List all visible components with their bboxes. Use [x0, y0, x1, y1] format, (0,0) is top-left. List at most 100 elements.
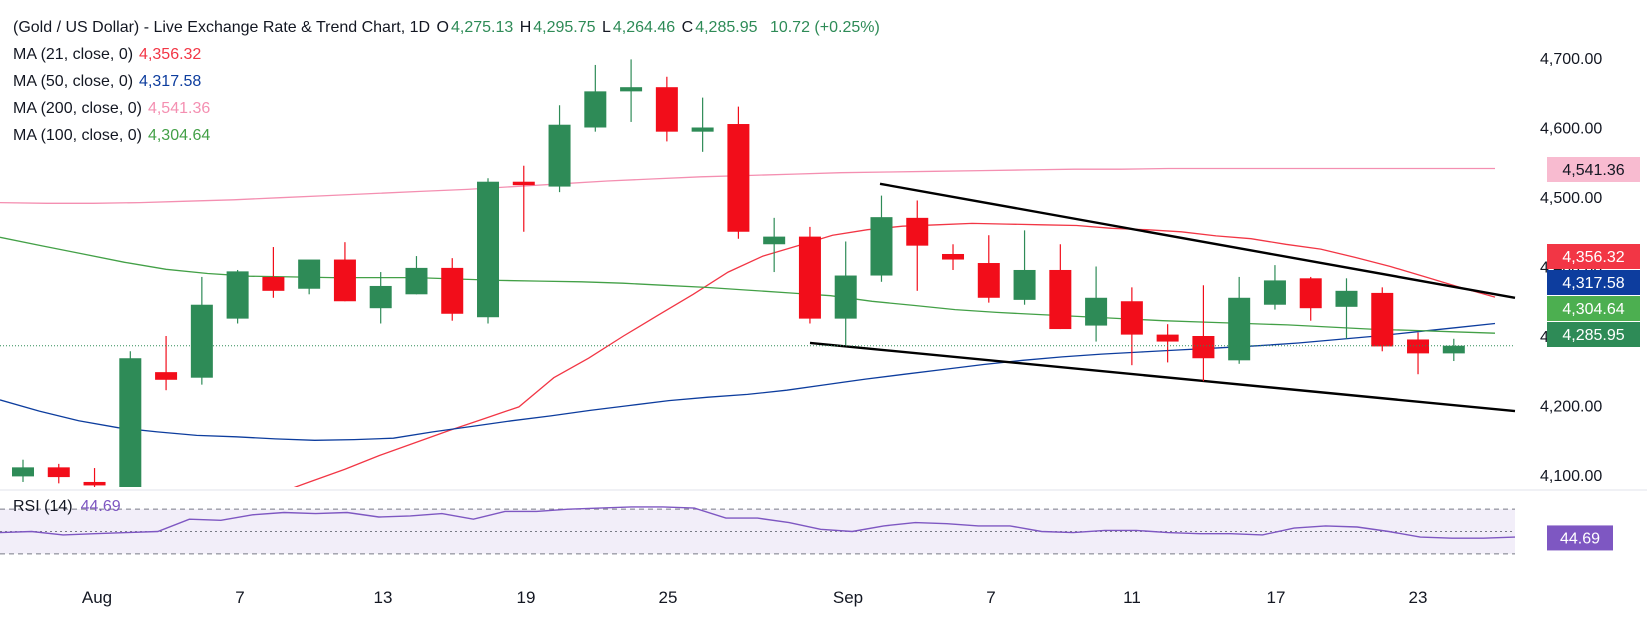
- high-value: 4,295.75: [533, 19, 596, 36]
- candle-body: [1299, 278, 1322, 309]
- x-tick-label: Aug: [82, 588, 112, 607]
- candlesticks: [0, 59, 1515, 487]
- candle-body: [1335, 290, 1358, 307]
- candle: [584, 64, 607, 132]
- price-badges: 4,541.36 4,356.32 4,317.58 4,304.64 4,285.95…: [1547, 157, 1640, 551]
- candle-body: [977, 263, 1000, 298]
- rsi-legend[interactable]: RSI (14) 44.69: [13, 498, 121, 516]
- candle-body: [1442, 345, 1465, 354]
- candle: [298, 259, 321, 295]
- candle: [405, 256, 428, 295]
- rsi-band: [0, 509, 1515, 554]
- close-label: C: [681, 19, 694, 36]
- y-tick-label: 4,700.00: [1540, 51, 1602, 68]
- legend-ma50[interactable]: MA (50, close, 0) 4,317.58: [13, 68, 882, 95]
- close-price-badge: [1547, 322, 1640, 347]
- candle-body: [441, 267, 464, 314]
- candle: [12, 459, 34, 482]
- candle: [1299, 276, 1322, 321]
- candle-body: [1013, 269, 1036, 300]
- upper-trendline: [879, 182, 1516, 299]
- close-value: 4,285.95: [695, 19, 758, 36]
- legend-ma21[interactable]: MA (21, close, 0) 4,356.32: [13, 41, 882, 68]
- x-tick-label: 19: [517, 588, 536, 607]
- candle-body: [1156, 334, 1179, 342]
- candle: [655, 76, 678, 142]
- legend-ma200[interactable]: MA (200, close, 0) 4,541.36: [13, 95, 882, 122]
- candle-body: [477, 181, 500, 318]
- candle-body: [655, 87, 678, 132]
- candle-body: [870, 217, 893, 276]
- candle: [1049, 244, 1072, 330]
- x-tick-label: 25: [659, 588, 678, 607]
- candle-body: [1263, 280, 1286, 305]
- candle-body: [1371, 292, 1394, 347]
- x-tick-label: Sep: [833, 588, 863, 607]
- legend-ma100[interactable]: MA (100, close, 0) 4,304.64: [13, 122, 882, 149]
- candle: [441, 258, 464, 321]
- candle-body: [620, 87, 643, 92]
- candle: [548, 105, 571, 193]
- candle: [1371, 287, 1394, 352]
- chart-title: (Gold / US Dollar) - Live Exchange Rate …: [13, 19, 431, 36]
- candle-body: [83, 481, 106, 486]
- candle: [226, 269, 249, 324]
- x-tick-label: 13: [374, 588, 393, 607]
- candle: [262, 247, 285, 298]
- candle: [942, 244, 965, 270]
- candle: [834, 241, 857, 346]
- candle: [1120, 287, 1143, 366]
- candle: [333, 242, 356, 302]
- candle: [1156, 324, 1179, 363]
- candle: [620, 59, 643, 122]
- candle-body: [942, 253, 965, 260]
- candle-body: [369, 285, 392, 309]
- candle-body: [1120, 301, 1143, 335]
- rsi-label: RSI (14): [13, 498, 73, 515]
- ohlc-header: (Gold / US Dollar) - Live Exchange Rate …: [13, 14, 882, 41]
- candle: [155, 336, 178, 391]
- candle-body: [119, 358, 142, 487]
- rsi-badge-text: 44.69: [1560, 530, 1600, 547]
- candle-body: [155, 372, 178, 380]
- candle: [1335, 278, 1358, 339]
- ma100-badge-text: 4,304.64: [1562, 301, 1624, 318]
- candle: [1263, 265, 1286, 310]
- candle: [1013, 230, 1036, 305]
- candle-body: [763, 236, 786, 245]
- rsi-line: [0, 506, 1515, 539]
- candle: [512, 165, 535, 232]
- ma200-badge-text: 4,541.36: [1562, 162, 1624, 179]
- candle-body: [727, 124, 750, 232]
- candle: [1228, 276, 1251, 364]
- ma21-label: MA (21, close, 0): [13, 46, 134, 63]
- candle: [977, 235, 1000, 303]
- x-tick-label: 11: [1123, 588, 1141, 607]
- candle: [119, 351, 142, 487]
- x-tick-label: 7: [986, 588, 995, 607]
- candle-body: [512, 181, 535, 186]
- candle-body: [333, 259, 356, 302]
- ma100-label: MA (100, close, 0): [13, 127, 142, 144]
- candle: [763, 217, 786, 273]
- ma200-label: MA (200, close, 0): [13, 100, 142, 117]
- candle-body: [834, 275, 857, 319]
- candle-body: [190, 304, 213, 378]
- candle-body: [47, 467, 70, 478]
- ma100-value: 4,304.64: [147, 127, 211, 144]
- candle: [906, 200, 929, 291]
- candle: [190, 276, 213, 385]
- candle: [798, 226, 821, 324]
- candle-body: [1407, 339, 1430, 354]
- candle-body: [1085, 297, 1108, 326]
- candle: [727, 106, 750, 239]
- close-price-badge-text: 4,285.95: [1562, 327, 1624, 344]
- ma21-badge: [1547, 244, 1640, 269]
- candle-body: [691, 127, 714, 132]
- x-tick-label: 17: [1267, 588, 1286, 607]
- ma200-value: 4,541.36: [147, 100, 211, 117]
- candle: [369, 272, 392, 324]
- high-label: H: [519, 19, 532, 36]
- y-tick-label: 4,100.00: [1540, 468, 1602, 485]
